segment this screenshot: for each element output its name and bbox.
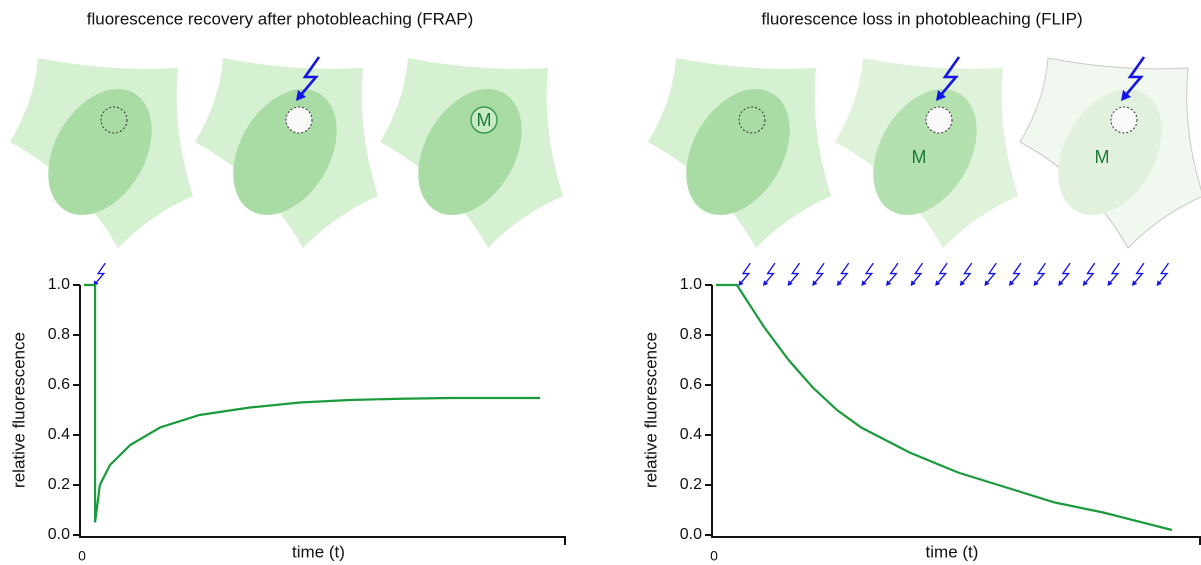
bleach-bolt — [959, 262, 973, 287]
bleach-bolt — [860, 262, 874, 287]
y-tick-label: 0.0 — [48, 526, 70, 543]
bleach-bolt — [737, 262, 751, 287]
bleach-bolt — [1106, 262, 1120, 287]
y-tick-label: 0.4 — [680, 426, 702, 443]
bleach-bolt — [92, 262, 106, 287]
bleach-bolt — [934, 262, 948, 287]
y-tick-label: 0.8 — [680, 326, 702, 343]
x-axis-label: time (t) — [926, 542, 979, 561]
bleach-bolt — [1008, 262, 1022, 287]
cell-6: M — [1019, 55, 1201, 249]
y-axis-label: relative fluorescence — [9, 332, 28, 488]
chart-title: fluorescence loss in photobleaching (FLI… — [761, 9, 1082, 28]
bleach-bolt — [1057, 262, 1071, 287]
y-tick-label: 0.6 — [48, 376, 70, 393]
bleach-bolt — [786, 262, 801, 287]
cell-4 — [648, 58, 831, 248]
y-tick-label: 0.6 — [680, 376, 702, 393]
y-tick-label: 1.0 — [48, 276, 70, 293]
bleach-bolt — [983, 262, 997, 287]
y-axis-label: relative fluorescence — [641, 332, 660, 488]
bleach-bolt — [811, 262, 825, 287]
x-tick-label: 0 — [78, 548, 86, 564]
bleach-bolt — [1155, 262, 1170, 287]
molecule-label: M — [1095, 147, 1110, 167]
curve — [84, 283, 540, 523]
x-axis-label: time (t) — [292, 542, 345, 561]
bleach-bolt — [762, 262, 776, 287]
bleach-bolt — [909, 262, 924, 287]
cell-2 — [195, 55, 378, 248]
bleach-bolt — [1131, 262, 1145, 287]
chart-title: fluorescence recovery after photobleachi… — [87, 9, 473, 28]
y-tick-label: 0.2 — [680, 476, 702, 493]
bleach-bolt — [836, 262, 850, 287]
y-tick-label: 0.2 — [48, 476, 70, 493]
cell-5: M — [835, 55, 1018, 248]
cell-3: M — [380, 58, 563, 248]
molecule-label: M — [477, 110, 492, 130]
bleach-bolt — [1082, 262, 1096, 287]
bleach-bolt — [885, 262, 899, 287]
x-tick-label: 0 — [710, 548, 718, 564]
bleach-bolt — [1032, 262, 1047, 287]
cell-1 — [10, 58, 193, 248]
x-axis — [712, 536, 1201, 545]
y-tick-label: 0.0 — [680, 526, 702, 543]
y-tick-label: 1.0 — [680, 276, 702, 293]
y-tick-label: 0.4 — [48, 426, 70, 443]
curve — [716, 283, 1173, 532]
molecule-label: M — [912, 147, 927, 167]
y-tick-label: 0.8 — [48, 326, 70, 343]
x-axis — [80, 536, 566, 545]
